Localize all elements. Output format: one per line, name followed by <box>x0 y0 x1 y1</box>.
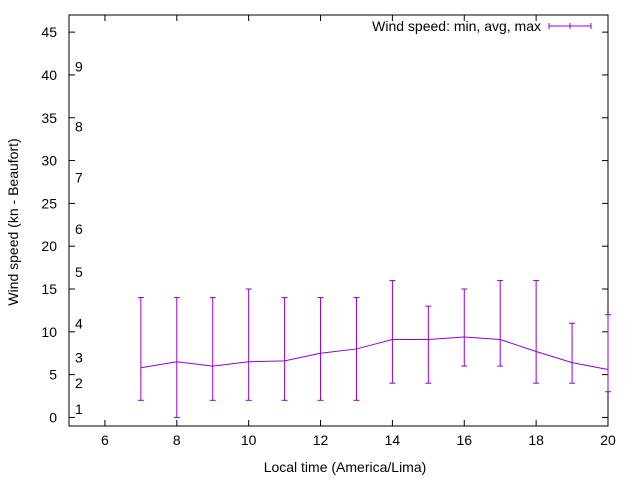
y-tick-label: 40 <box>41 67 57 83</box>
beaufort-label: 6 <box>75 221 83 237</box>
x-tick-label: 8 <box>173 432 181 448</box>
legend-label: Wind speed: min, avg, max <box>372 18 541 34</box>
x-axis-title: Local time (America/Lima) <box>264 459 427 475</box>
x-tick-label: 14 <box>385 432 401 448</box>
x-axis: 6 8 10 12 14 16 18 20 <box>101 15 616 448</box>
y-axis-title: Wind speed (kn - Beaufort) <box>5 138 21 305</box>
beaufort-label: 3 <box>75 350 83 366</box>
x-tick-label: 18 <box>528 432 544 448</box>
y-tick-label: 30 <box>41 153 57 169</box>
avg-line <box>140 336 609 370</box>
beaufort-label: 8 <box>75 118 83 134</box>
beaufort-label: 9 <box>75 58 83 74</box>
x-tick-label: 16 <box>456 432 472 448</box>
beaufort-labels: 1 2 3 4 5 6 7 8 9 <box>75 58 83 417</box>
beaufort-label: 1 <box>75 401 83 417</box>
x-tick-label: 12 <box>313 432 329 448</box>
x-tick-label: 10 <box>241 432 257 448</box>
x-tick-label: 20 <box>600 432 616 448</box>
beaufort-label: 4 <box>75 315 83 331</box>
plot-frame <box>68 14 609 427</box>
legend: Wind speed: min, avg, max <box>372 18 592 34</box>
x-tick-label: 6 <box>101 432 109 448</box>
plot-border <box>68 14 609 427</box>
beaufort-label: 7 <box>75 170 83 186</box>
y-tick-label: 35 <box>41 110 57 126</box>
y-tick-label: 15 <box>41 281 57 297</box>
series-layer <box>137 279 611 418</box>
y-tick-label: 0 <box>49 409 57 425</box>
y-tick-label: 5 <box>49 367 57 383</box>
beaufort-label: 5 <box>75 264 83 280</box>
beaufort-label: 2 <box>75 375 83 391</box>
y-tick-label: 45 <box>41 24 57 40</box>
y-tick-label: 10 <box>41 324 57 340</box>
y-tick-label: 20 <box>41 238 57 254</box>
y-tick-label: 25 <box>41 195 57 211</box>
